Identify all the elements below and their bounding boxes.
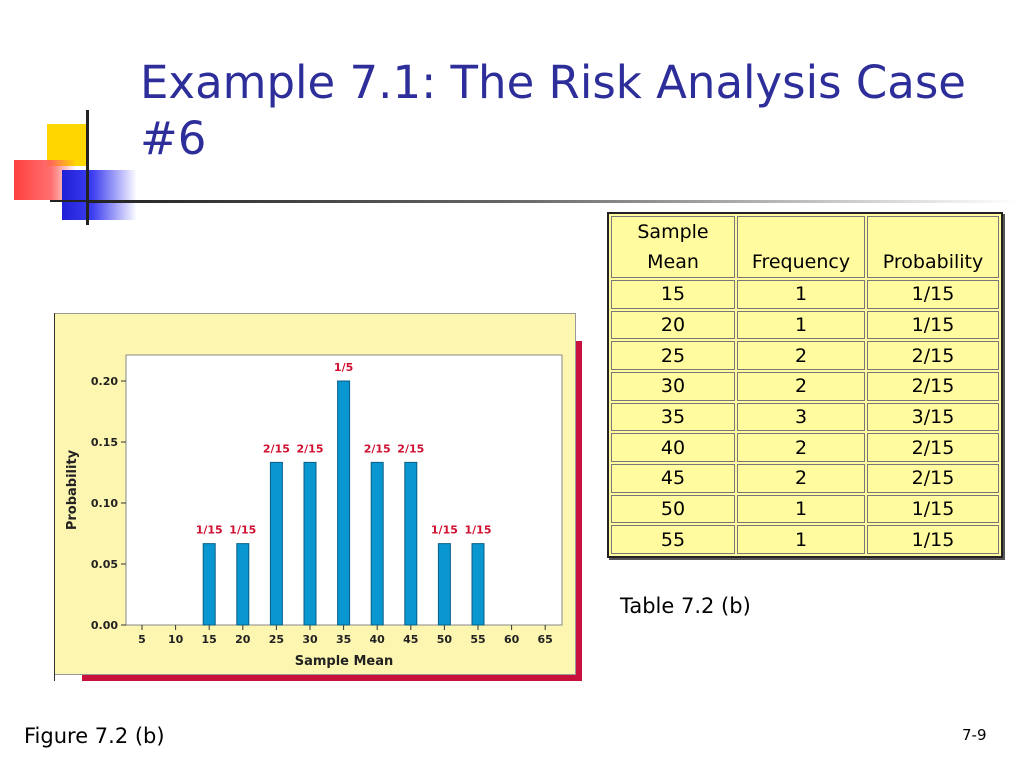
- x-tick-label: 65: [538, 633, 553, 646]
- cell-probability: 3/15: [867, 402, 999, 432]
- cell-frequency: 2: [737, 463, 865, 493]
- cell-sample-mean: 55: [611, 525, 735, 554]
- bar-value-label: 1/15: [465, 524, 492, 537]
- cell-probability: 2/15: [867, 341, 999, 370]
- cell-probability: 2/15: [867, 433, 999, 462]
- cell-probability: 1/15: [867, 525, 999, 554]
- slide-number: 7-9: [962, 726, 987, 744]
- x-tick-label: 55: [470, 633, 485, 646]
- cell-frequency: 1: [737, 280, 865, 309]
- table-row: 30 2 2/15: [611, 371, 999, 401]
- x-axis-label: Sample Mean: [295, 654, 394, 669]
- table-row: 45 2 2/15: [611, 463, 999, 493]
- cell-probability: 1/15: [867, 310, 999, 340]
- x-tick-label: 5: [138, 633, 146, 646]
- cell-sample-mean: 50: [611, 494, 735, 524]
- x-tick-label: 40: [370, 633, 386, 646]
- bar-value-label: 2/15: [397, 442, 424, 455]
- column-header-probability: Probability: [867, 216, 999, 278]
- title-underline: [88, 200, 1020, 203]
- cell-probability: 1/15: [867, 494, 999, 524]
- table-row: 55 1 1/15: [611, 525, 999, 554]
- column-header-frequency: Frequency: [737, 216, 865, 278]
- table-row: 50 1 1/15: [611, 494, 999, 524]
- cell-frequency: 1: [737, 310, 865, 340]
- table-caption: Table 7.2 (b): [620, 594, 751, 618]
- slide-logo-decoration: [0, 0, 160, 240]
- bar-value-label: 2/15: [263, 442, 290, 455]
- bar-45: [404, 461, 418, 626]
- y-tick-label: 0.20: [91, 375, 118, 388]
- column-header-sample-mean: Sample Mean: [611, 216, 735, 278]
- bar-30: [303, 461, 317, 626]
- probability-bar-chart: 0.00 0.05 0.10 0.15 0.20 5 10 15 20 25 30 35 40 45 50 5…: [65, 354, 563, 669]
- cell-frequency: 1: [737, 525, 865, 554]
- cell-frequency: 2: [737, 371, 865, 401]
- bar-55: [471, 543, 485, 626]
- x-tick-label: 50: [437, 633, 453, 646]
- table-row: 15 1 1/15: [611, 280, 999, 309]
- cell-sample-mean: 35: [611, 402, 735, 432]
- bar-35: [337, 380, 351, 626]
- x-tick-label: 15: [202, 633, 217, 646]
- table-row: 20 1 1/15: [611, 310, 999, 340]
- table-row: 25 2 2/15: [611, 341, 999, 370]
- bar-value-label: 1/15: [431, 524, 458, 537]
- x-tick-label: 25: [269, 633, 284, 646]
- x-tick-label: 20: [235, 633, 251, 646]
- cell-probability: 2/15: [867, 371, 999, 401]
- cell-frequency: 2: [737, 341, 865, 370]
- slide-title: Example 7.1: The Risk Analysis Case #6: [140, 56, 966, 165]
- distribution-table: Sample Mean Frequency Probability 15 1 1/1…: [607, 212, 1003, 558]
- y-tick-label: 0.05: [91, 558, 118, 571]
- bar-value-label: 1/15: [229, 524, 256, 537]
- figure-edge-line: [54, 313, 55, 681]
- cell-frequency: 2: [737, 433, 865, 462]
- cell-probability: 2/15: [867, 463, 999, 493]
- cell-frequency: 1: [737, 494, 865, 524]
- bar-20: [236, 543, 250, 626]
- x-tick-label: 35: [336, 633, 351, 646]
- yellow-square-shape: [47, 124, 89, 166]
- y-tick-label: 0.15: [91, 436, 118, 449]
- bar-value-label: 2/15: [364, 442, 391, 455]
- logo-vertical-line: [86, 110, 89, 225]
- bar-value-label: 1/5: [334, 361, 353, 374]
- table-header-row: Sample Mean Frequency Probability: [611, 216, 999, 278]
- cell-sample-mean: 45: [611, 463, 735, 493]
- y-tick-label: 0.00: [91, 619, 118, 632]
- x-tick-label: 30: [302, 633, 318, 646]
- bar-value-label: 2/15: [297, 442, 324, 455]
- cell-sample-mean: 25: [611, 341, 735, 370]
- cell-sample-mean: 30: [611, 371, 735, 401]
- logo-horizontal-line: [50, 200, 110, 202]
- bar-50: [437, 543, 451, 626]
- figure-caption: Figure 7.2 (b): [24, 724, 165, 748]
- cell-sample-mean: 20: [611, 310, 735, 340]
- table-row: 40 2 2/15: [611, 433, 999, 462]
- y-axis-label: Probability: [65, 449, 80, 530]
- cell-probability: 1/15: [867, 280, 999, 309]
- y-tick-label: 0.10: [91, 497, 118, 510]
- bar-40: [370, 461, 384, 626]
- cell-sample-mean: 40: [611, 433, 735, 462]
- x-tick-label: 60: [504, 633, 520, 646]
- bar-value-label: 1/15: [196, 524, 223, 537]
- table-row: 35 3 3/15: [611, 402, 999, 432]
- x-tick-label: 45: [403, 633, 418, 646]
- bar-15: [202, 543, 216, 626]
- bar-25: [269, 461, 283, 626]
- x-tick-label: 10: [168, 633, 184, 646]
- blue-square-shape: [62, 170, 137, 220]
- cell-frequency: 3: [737, 402, 865, 432]
- cell-sample-mean: 15: [611, 280, 735, 309]
